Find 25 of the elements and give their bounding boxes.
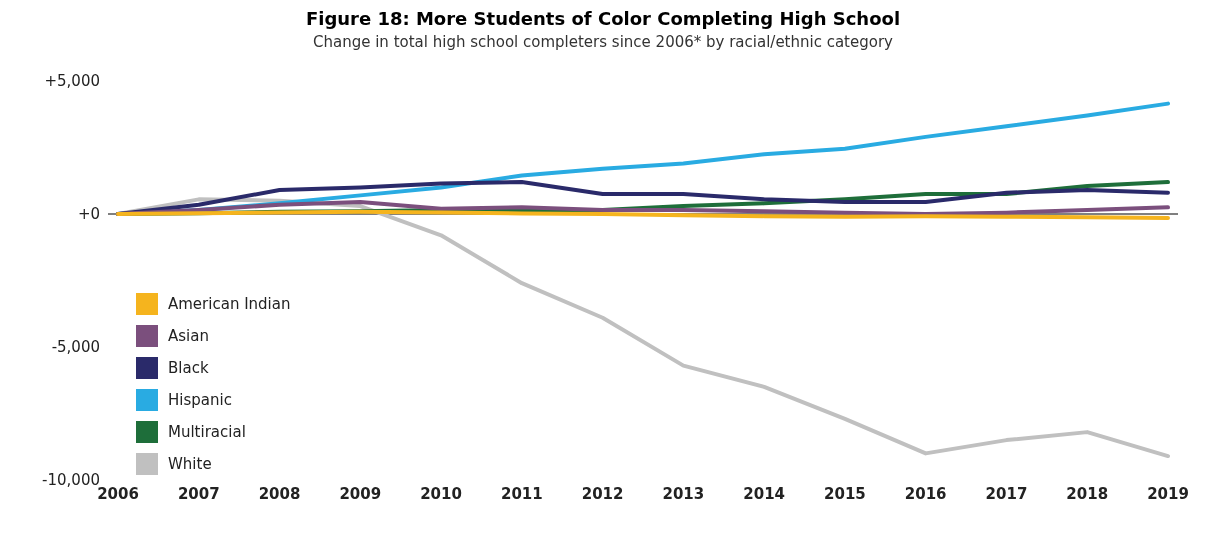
x-tick-label: 2008	[258, 484, 301, 503]
legend-label: Black	[168, 359, 209, 377]
x-tick-label: 2013	[662, 484, 705, 503]
x-tick-label: 2017	[985, 484, 1028, 503]
x-tick-label: 2009	[339, 484, 382, 503]
chart-title: Figure 18: More Students of Color Completing High School	[304, 8, 902, 29]
legend-label: Hispanic	[168, 391, 232, 409]
x-tick-label: 2018	[1066, 484, 1109, 503]
y-tick-label: +5,000	[44, 72, 100, 91]
x-tick-label: 2011	[500, 484, 543, 503]
y-tick-label: -5,000	[51, 338, 100, 357]
x-tick-label: 2006	[97, 484, 139, 503]
x-tick-label: 2019	[1147, 484, 1189, 503]
chart-subtitle: Change in total high school completers since 2006* by racial/ethnic category	[312, 33, 894, 51]
x-tick-label: 2007	[177, 484, 220, 503]
legend-label: American Indian	[168, 295, 291, 313]
legend-label: Asian	[168, 327, 209, 345]
y-tick-label: +0	[77, 205, 100, 224]
x-tick-label: 2015	[824, 484, 866, 503]
legend-label: White	[168, 455, 212, 473]
legend-label: Multiracial	[168, 423, 246, 441]
x-tick-label: 2010	[420, 484, 462, 503]
x-tick-label: 2012	[581, 484, 624, 503]
x-tick-label: 2016	[904, 484, 947, 503]
x-tick-label: 2014	[743, 484, 786, 503]
